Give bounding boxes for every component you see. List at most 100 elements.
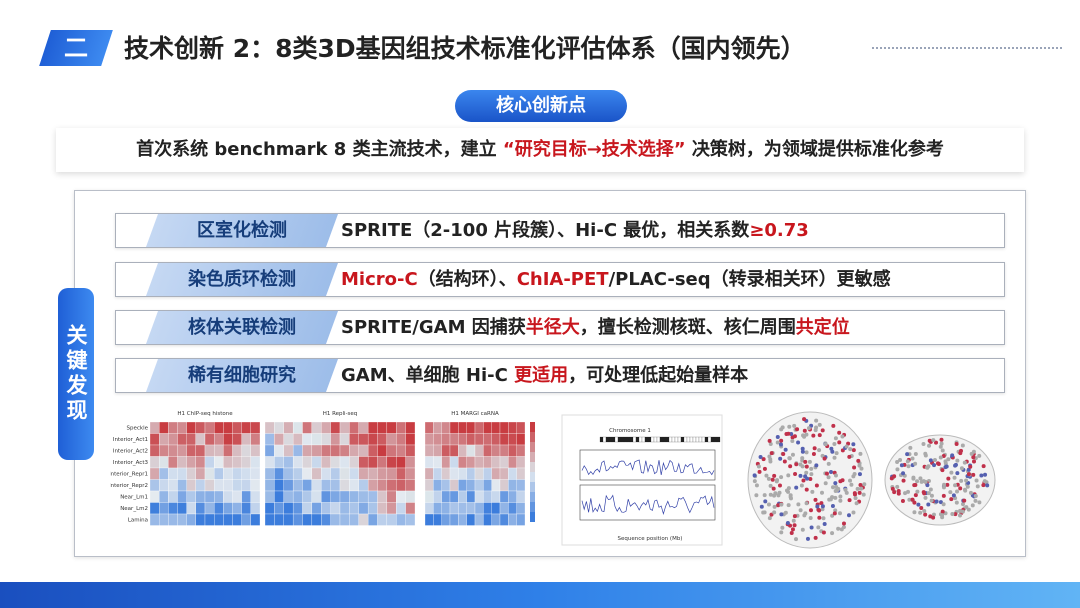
structure-bead [949,497,954,502]
heatmap-cell [449,456,459,469]
heatmap-cell [232,421,242,434]
structure-bead [941,485,946,490]
heatmap-cell [186,433,196,446]
heatmap-cell [441,444,451,457]
ideogram-band [635,436,640,443]
heatmap-cell [449,490,459,503]
structure-bead [892,490,897,495]
structure-bead [827,497,832,502]
structure-bead [775,440,780,445]
structure-bead [941,502,946,507]
heatmap-cell [330,502,341,515]
row-text: SPRITE（2-100 片段簇）、Hi-C 最优，相关系数≥0.73 [341,214,809,247]
structure-bead [814,425,819,430]
structure-bead [912,500,917,505]
structure-bead [813,497,818,502]
heatmap-cell [292,479,303,492]
heatmap-cell [159,433,169,446]
heatmap-cell [508,479,517,492]
heatmap-cell [330,513,341,526]
structure-bead [970,503,975,508]
structure-bead [775,435,780,440]
structure-bead [786,486,791,491]
heatmap-cell [433,433,442,446]
row-label-box: 稀有细胞研究 [145,359,339,392]
heatmap-cell [458,479,467,492]
structure-bead [905,459,910,464]
structure-bead [856,458,861,463]
structure-bead [792,434,797,439]
structure-bead [959,478,964,483]
heatmap-cell [433,502,442,515]
heatmap-cell [214,490,224,503]
structure-bead [898,458,903,463]
heatmap-cell [424,456,434,469]
heatmap-cell [321,479,331,492]
ideogram-band [713,436,718,443]
structure-bead [858,451,863,456]
structure-bead [908,445,913,450]
heatmap-cell [349,502,359,515]
colorbar [530,512,535,522]
heatmap-cell [474,513,484,526]
structure-bead [834,451,839,456]
section-number: 二 [39,30,113,66]
heatmap-cell [311,502,322,515]
structure-bead [821,516,826,521]
structure-bead [769,512,774,517]
heatmap-cell [405,479,416,492]
structure-bead [965,484,970,489]
structure-bead [836,526,841,531]
structure-bead [762,493,767,498]
heatmap-cell [159,513,169,526]
heatmap-cell [232,479,242,492]
ideogram-band [680,436,685,443]
heatmap-cell [499,433,509,446]
heatmap-cell [204,490,215,503]
structure-bead [966,507,971,512]
heatmap-cell [311,433,322,446]
structure-bead [927,443,932,448]
heatmap-cell [302,513,313,526]
structure-bead [819,490,824,495]
heatmap-cell [466,513,476,526]
heatmap-cell [204,513,215,526]
heatmap-cell [186,513,196,526]
ideogram-band [665,436,670,443]
structure-bead [752,479,757,484]
structure-bead [792,514,797,519]
heatmap-cell [377,513,388,526]
heatmap-cell [449,479,459,492]
heatmap-cell [377,433,388,446]
text-segment: SPRITE（2-100 片段簇）、Hi-C 最优，相关系数 [341,220,750,241]
heatmap-cell [274,421,284,434]
heatmap-cell [483,421,492,434]
heatmap-cell [458,421,467,434]
structure-bead [798,462,803,467]
heatmap-cell [283,513,294,526]
heatmap-cell [458,490,467,503]
structure-bead [799,483,804,488]
heatmap-cell [358,421,369,434]
heatmap-cell [396,421,406,434]
heatmap-cell [168,513,178,526]
structure-bead [800,446,805,451]
heatmap-cell [195,456,206,469]
heatmap-cell [449,433,459,446]
heatmap-cell [349,421,359,434]
heatmap-cell [274,433,284,446]
text-segment: “研究目标→技术选择” [502,139,686,160]
heatmap-cell [149,490,160,503]
ideogram-band [683,436,688,443]
heatmap-cell [424,490,434,503]
heatmap-cell [177,479,187,492]
heatmap-cell [441,456,451,469]
structure-bead [830,495,835,500]
heatmap-cell [377,479,388,492]
heatmap-cell [223,513,233,526]
heatmap-cell [177,421,187,434]
structure-bead [925,483,930,488]
heatmap-cell [358,513,369,526]
heatmap-cell [186,490,196,503]
text-segment: ，擅长检测核斑、核仁周围 [579,317,796,338]
